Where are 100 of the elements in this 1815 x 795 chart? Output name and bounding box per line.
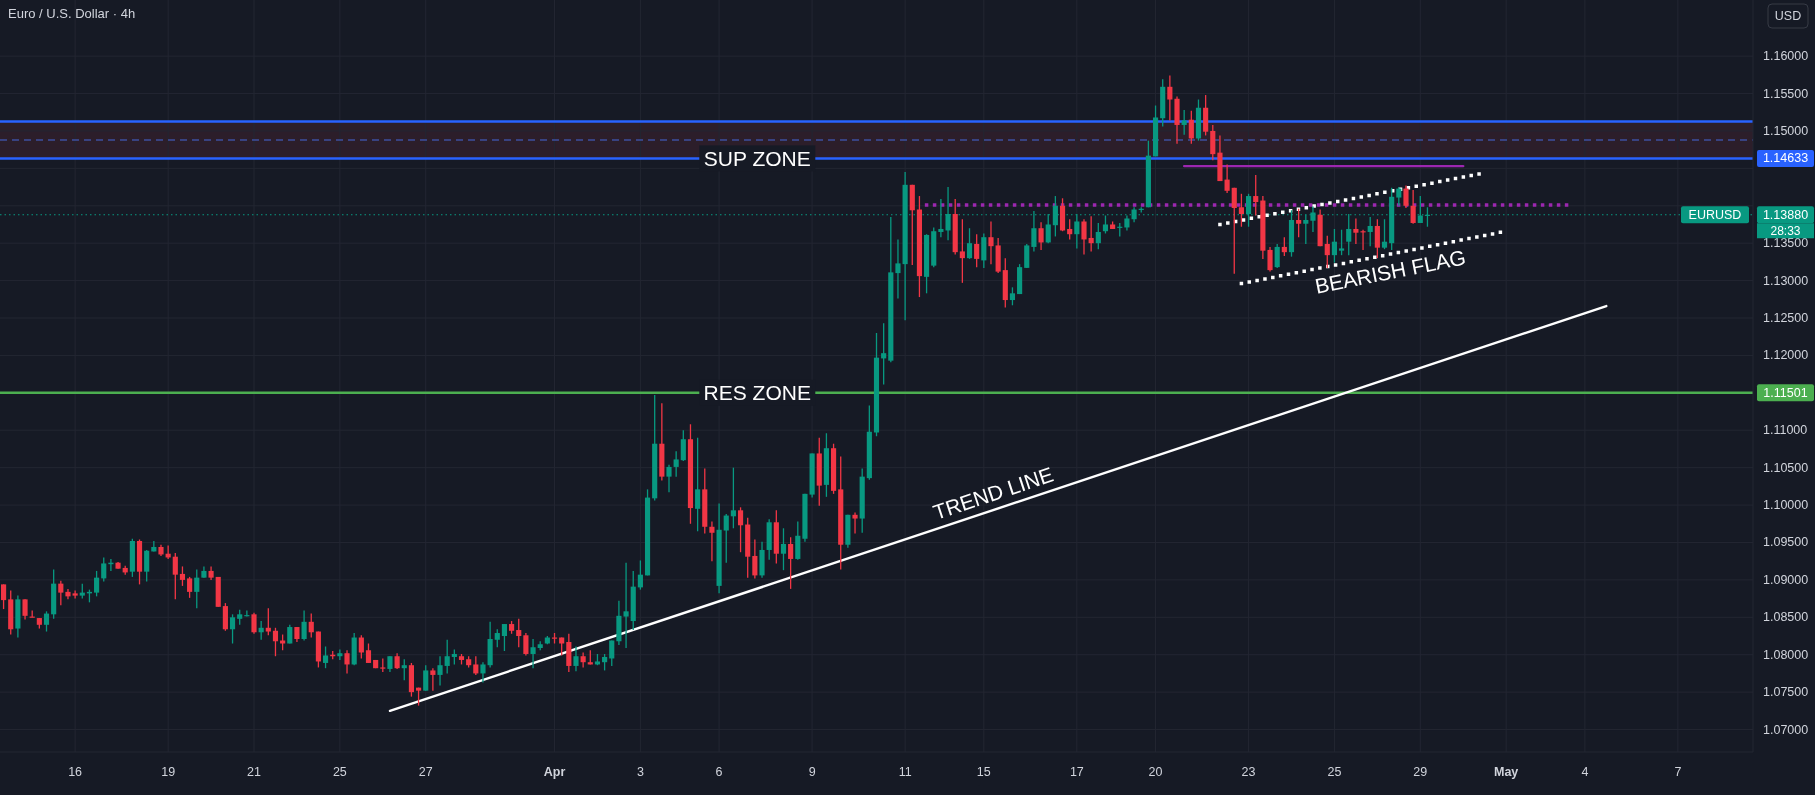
candlestick [187,576,193,599]
candlestick [523,632,529,657]
candlestick [144,549,150,583]
candlestick [974,233,980,268]
candlestick [437,655,443,687]
candlestick [1181,109,1187,136]
candlestick [401,658,407,681]
candlestick [222,602,228,632]
candlestick [1024,243,1030,269]
candlestick [480,661,486,684]
candlestick [573,645,579,672]
candlestick [1167,74,1173,122]
candlestick [58,580,64,606]
y-tick-label: 1.12000 [1763,348,1809,363]
x-tick-label: 3 [636,765,644,779]
y-tick-label: 1.09000 [1763,572,1809,587]
x-tick-label: 11 [898,765,912,779]
y-tick-label: 1.15500 [1763,86,1809,101]
candlestick [94,570,100,598]
candlestick [637,559,643,591]
candlestick [43,610,50,633]
annotation: RES ZONE [703,381,811,405]
candlestick [623,562,629,649]
candlestick [473,655,479,676]
candlestick [1381,218,1388,250]
candlestick [737,506,744,553]
candlestick [358,634,364,660]
y-tick-label: 1.13500 [1763,236,1809,251]
text: USD [1774,9,1802,23]
candlestick [709,520,715,562]
candlestick [1038,221,1044,251]
candlestick [194,568,200,609]
y-tick-label: 1.09500 [1763,535,1809,550]
x-tick-label: 25 [1327,765,1342,779]
candlestick [566,633,572,673]
candlestick [966,227,973,260]
candlestick [1188,110,1194,145]
candlestick [780,527,787,571]
candlestick [172,552,178,601]
candlestick [945,186,951,241]
candlestick [1396,186,1402,207]
candlestick [22,598,28,621]
y-tick-label: 1.16000 [1763,49,1809,64]
x-tick-label: 17 [1069,765,1084,779]
x-tick-label: 20 [1148,765,1163,779]
candlestick [1081,218,1087,256]
text: Euro / U.S. Dollar · 4h [8,6,136,21]
candlestick [72,589,78,600]
candlestick [1231,187,1237,275]
ref-line-label: 1.14633 [1762,151,1809,166]
candlestick [680,429,686,462]
candlestick [666,464,672,493]
candlestick [959,218,965,284]
x-tick-label: 23 [1241,765,1256,779]
candlestick [1067,218,1073,241]
candlestick [430,667,436,692]
x-tick-label: 27 [418,765,433,779]
candlestick [852,511,858,535]
candlestick [444,639,450,675]
text: 28:33 [1770,223,1801,238]
candlestick [1353,217,1359,245]
candlestick [1253,174,1259,217]
y-tick-label: 1.12500 [1763,311,1809,326]
x-tick-label: 16 [68,765,83,779]
annotation: TREND LINE [930,462,1056,524]
candlestick [1331,228,1337,264]
annotation: SUP ZONE [703,146,811,170]
candlestick [881,322,887,386]
y-tick-label: 1.10000 [1763,498,1809,513]
candlestick [1339,229,1345,256]
candlestick [1074,213,1080,250]
candlestick [1203,94,1209,137]
candlestick [723,513,729,564]
x-tick-label: 9 [808,765,816,779]
candlestick [322,645,329,669]
candlestick [788,536,794,590]
candlestick [287,624,293,645]
annotation: EURUSD [1688,207,1742,222]
candlestick [988,220,994,265]
ref-line-label: 1.11501 [1763,385,1808,400]
candlestick [795,520,801,561]
x-tick-label: 7 [1674,765,1682,779]
candlestick [337,648,343,661]
candlestick [308,612,314,639]
candlestick [229,613,236,645]
candlestick [580,651,586,669]
y-tick-label: 1.10500 [1763,460,1809,475]
x-tick-label: 29 [1413,765,1428,779]
x-tick-label: 4 [1581,765,1589,779]
candlestick [1367,216,1373,247]
candlestick [423,664,429,692]
y-tick-label: 1.08000 [1763,647,1809,662]
candlestick [752,538,758,580]
candlestick [516,618,522,648]
candlestick [1088,215,1094,253]
candlestick [673,450,679,478]
x-tick-label: 25 [332,765,347,779]
candlestick [1,583,7,610]
candlestick [265,607,271,636]
candlestick [1274,243,1280,269]
